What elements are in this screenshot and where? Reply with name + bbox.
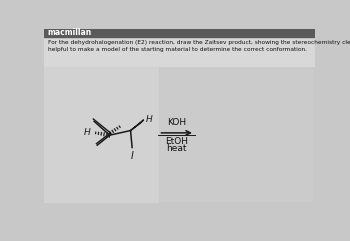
Text: H: H <box>84 128 90 137</box>
Bar <box>44 37 315 66</box>
Polygon shape <box>131 120 144 131</box>
Text: helpful to make a model of the starting material to determine the correct confor: helpful to make a model of the starting … <box>48 47 307 52</box>
Text: I: I <box>131 151 134 161</box>
Bar <box>160 69 312 201</box>
Bar <box>44 67 159 202</box>
Text: KOH: KOH <box>167 118 186 127</box>
Text: H: H <box>146 114 153 123</box>
Text: heat: heat <box>166 144 187 153</box>
Bar <box>44 29 315 37</box>
Text: EtOH: EtOH <box>165 137 188 146</box>
Text: For the dehydrohalogenation (E2) reaction, draw the Zaitsev product, showing the: For the dehydrohalogenation (E2) reactio… <box>48 40 350 45</box>
Text: macmillan: macmillan <box>48 28 92 37</box>
